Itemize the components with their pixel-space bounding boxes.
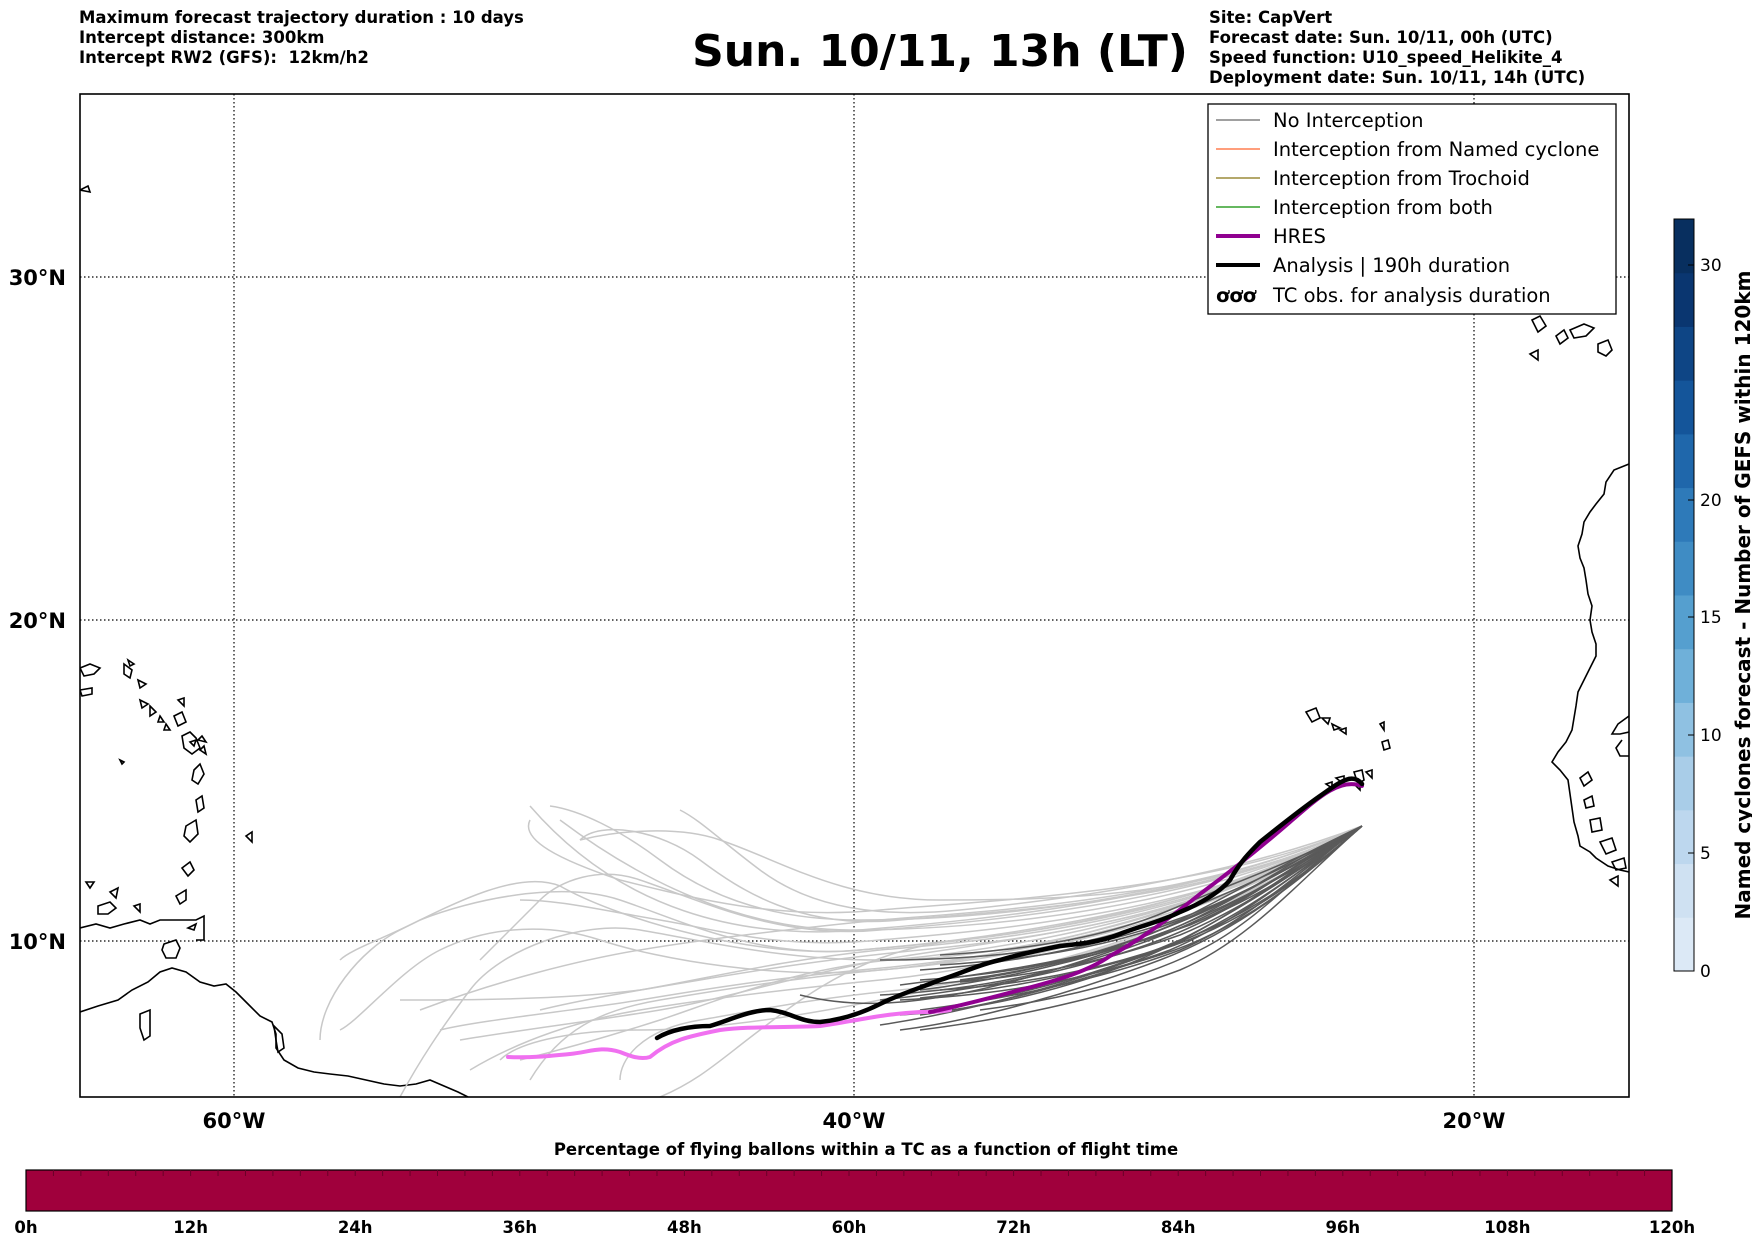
lat-label-20n: 20°N xyxy=(9,609,66,633)
right-colorbar-tick-20: 20 xyxy=(1700,491,1722,511)
right-colorbar-tick-30: 30 xyxy=(1700,256,1722,276)
right-colorbar-cell xyxy=(1674,595,1694,650)
header-duration: Maximum forecast trajectory duration : 1… xyxy=(79,8,524,27)
legend-label-both: Interception from both xyxy=(1273,196,1493,219)
bottom-colorbar-tick: 60h xyxy=(832,1218,867,1237)
bottom-colorbar-tick: 24h xyxy=(338,1218,373,1237)
header-forecast-date: Forecast date: Sun. 10/11, 00h (UTC) xyxy=(1209,28,1553,47)
island-guadeloupe xyxy=(181,731,201,755)
right-colorbar-tick-15: 15 xyxy=(1700,608,1722,628)
right-colorbar-label: Named cyclones forecast - Number of GEFS… xyxy=(1731,271,1752,920)
map-frame xyxy=(79,93,1630,1098)
legend-label-analysis: Analysis | 190h duration xyxy=(1273,254,1510,277)
right-colorbar-cell xyxy=(1674,433,1694,489)
coastline-africa xyxy=(1550,463,1629,873)
right-colorbar-cell xyxy=(1674,487,1694,542)
bottom-colorbar-tick: 120h xyxy=(1649,1218,1695,1237)
right-colorbar-cell xyxy=(1674,702,1694,757)
island-canaries xyxy=(1530,314,1548,334)
bottom-colorbar-tick: 48h xyxy=(667,1218,702,1237)
bottom-colorbar: Percentage of flying ballons within a TC… xyxy=(14,1140,1695,1237)
right-colorbar-cell xyxy=(1674,326,1694,381)
legend: ơơơ No Interception Interception from Na… xyxy=(1207,103,1617,315)
right-colorbar-tick-0: 0 xyxy=(1700,962,1711,982)
analysis-trajectory xyxy=(654,776,1365,1041)
right-colorbar-tick-5: 5 xyxy=(1700,844,1711,864)
legend-box xyxy=(1207,103,1617,315)
coastlines xyxy=(80,184,1629,1097)
gridlines xyxy=(80,94,1629,1097)
lon-label-20w: 20°W xyxy=(1443,1109,1506,1133)
header-intercept-distance: Intercept distance: 300km xyxy=(79,28,325,47)
bottom-colorbar-fill xyxy=(25,1169,1673,1212)
bottom-colorbar-tick: 108h xyxy=(1484,1218,1530,1237)
bottom-colorbar-tick: 96h xyxy=(1325,1218,1360,1237)
hres-trajectory xyxy=(506,782,1364,1061)
right-colorbar-cell xyxy=(1674,917,1694,972)
bottom-colorbar-title: Percentage of flying ballons within a TC… xyxy=(554,1140,1178,1159)
island-cape-verde xyxy=(1304,706,1322,724)
lon-label-60w: 60°W xyxy=(203,1109,266,1133)
legend-label-named-cyclone: Interception from Named cyclone xyxy=(1273,138,1599,161)
header-deployment-date: Deployment date: Sun. 10/11, 14h (UTC) xyxy=(1209,68,1586,87)
ensemble-tracks-light xyxy=(319,805,1363,1097)
right-colorbar-cell xyxy=(1674,380,1694,435)
right-colorbar-cell xyxy=(1674,541,1694,596)
legend-tc-symbol: ơơơ xyxy=(1216,284,1257,307)
lon-label-40w: 40°W xyxy=(823,1109,886,1133)
map-panel xyxy=(79,93,1630,1098)
right-colorbar-cell xyxy=(1674,648,1694,703)
legend-label-no-interception: No Interception xyxy=(1273,109,1424,132)
bottom-colorbar-tick: 0h xyxy=(14,1218,37,1237)
right-colorbar-frame xyxy=(1673,218,1695,972)
bottom-colorbar-tick: 72h xyxy=(996,1218,1031,1237)
page-title: Sun. 10/11, 13h (LT) xyxy=(692,26,1188,77)
right-colorbar-tick-10: 10 xyxy=(1700,726,1722,746)
legend-label-hres: HRES xyxy=(1273,225,1326,248)
lat-label-10n: 10°N xyxy=(9,930,66,954)
header-info-right: Site: CapVert Forecast date: Sun. 10/11, … xyxy=(1209,8,1585,88)
header-speed-function: Speed function: U10_speed_Helikite_4 xyxy=(1209,48,1563,67)
hres-track xyxy=(928,782,1364,1014)
right-colorbar-cell xyxy=(1674,272,1694,327)
right-colorbar-cell xyxy=(1674,863,1694,918)
right-colorbar-cell xyxy=(1674,809,1694,865)
legend-label-trochoid: Interception from Trochoid xyxy=(1273,167,1530,190)
header-info-left: Maximum forecast trajectory duration : 1… xyxy=(79,8,524,68)
legend-label-tc-obs: TC obs. for analysis duration xyxy=(1272,284,1551,307)
bottom-colorbar-tick: 36h xyxy=(502,1218,537,1237)
bottom-colorbar-tick: 84h xyxy=(1161,1218,1196,1237)
right-colorbar-cell xyxy=(1674,756,1694,811)
coastline-south-america xyxy=(80,967,469,1097)
bottom-colorbar-tick: 12h xyxy=(173,1218,208,1237)
lat-label-30n: 30°N xyxy=(9,266,66,290)
right-colorbar-cell xyxy=(1674,219,1694,274)
right-colorbar: 0 5 10 15 20 30 Named cyclones forecast … xyxy=(1673,218,1752,982)
header-site: Site: CapVert xyxy=(1209,8,1333,27)
island-trinidad xyxy=(161,939,181,959)
header-intercept-rw2: Intercept RW2 (GFS): 12km/h2 xyxy=(79,48,369,67)
hres-track-light xyxy=(506,1008,952,1061)
